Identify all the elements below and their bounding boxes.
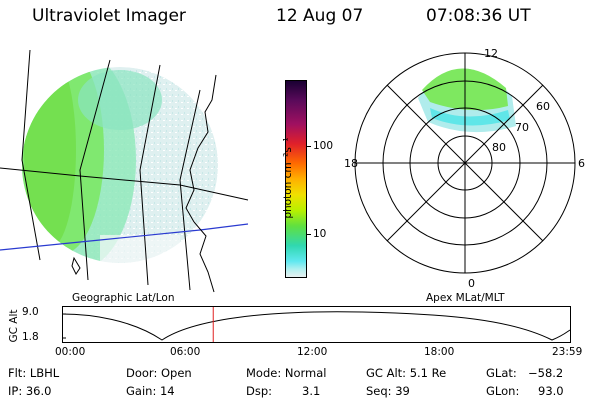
- glon-label: GLon:: [486, 384, 520, 398]
- lat-label-80: 80: [492, 141, 506, 154]
- altitude-plot: [62, 306, 571, 343]
- dsp-value: 3.1: [302, 384, 321, 398]
- polar-caption: Apex MLat/MLT: [426, 292, 505, 304]
- lat-label-70: 70: [515, 121, 529, 134]
- geographic-image: [0, 49, 249, 293]
- altitude-xtick: 00:00: [55, 346, 86, 358]
- colorbar-tick-label: 10: [313, 228, 327, 240]
- colorbar: [285, 80, 307, 278]
- mlt-label-bottom: 0: [468, 277, 475, 290]
- date-label: 12 Aug 07: [276, 6, 364, 26]
- mlt-label-left: 18: [344, 157, 358, 170]
- altitude-xtick: 23:59: [552, 346, 583, 358]
- door-status: Door: Open: [126, 366, 192, 380]
- seq-status: Seq: 39: [366, 384, 410, 398]
- glon-value: 93.0: [538, 384, 564, 398]
- flt-status: Flt: LBHL: [8, 366, 60, 380]
- glat-label: GLat:: [486, 366, 517, 380]
- colorbar-unit-label: photon cm⁻²s⁻¹: [282, 137, 294, 219]
- lat-label-60: 60: [536, 100, 550, 113]
- mode-status: Mode: Normal: [246, 366, 327, 380]
- mlt-label-top: 12: [484, 47, 498, 60]
- instrument-title: Ultraviolet Imager: [32, 6, 186, 26]
- altitude-ylabel: GC Alt: [8, 309, 20, 343]
- altitude-xtick: 12:00: [297, 346, 328, 358]
- time-label: 07:08:36 UT: [426, 6, 531, 26]
- gcalt-status: GC Alt: 5.1 Re: [366, 366, 447, 380]
- colorbar-tick-label: 100: [313, 140, 334, 152]
- dsp-label: Dsp:: [246, 384, 273, 398]
- gain-status: Gain: 14: [126, 384, 175, 398]
- colorbar-tick: [306, 146, 311, 147]
- polar-plot: 12 18 6 0 60 70 80: [344, 47, 585, 290]
- altitude-ytick: 9.0: [22, 306, 39, 318]
- colorbar-tick: [306, 234, 311, 235]
- altitude-ytick: 1.8: [22, 331, 39, 343]
- altitude-xtick: 18:00: [424, 346, 455, 358]
- ip-status: IP: 36.0: [8, 384, 52, 398]
- geographic-caption: Geographic Lat/Lon: [72, 292, 175, 304]
- mlt-label-right: 6: [578, 157, 585, 170]
- altitude-xtick: 06:00: [170, 346, 201, 358]
- glat-value: −58.2: [528, 366, 564, 380]
